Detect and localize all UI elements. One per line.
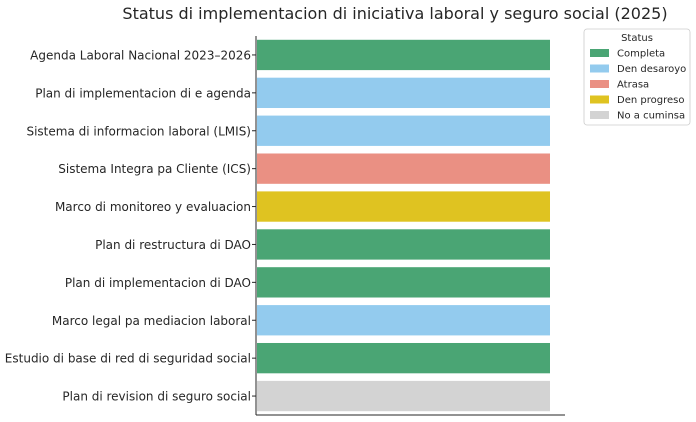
legend-label: Completa <box>617 49 665 60</box>
legend-frame <box>583 28 691 126</box>
legend-title: Status <box>621 33 653 44</box>
legend-swatch <box>590 80 609 88</box>
bar-2 <box>257 77 550 109</box>
bar-1 <box>257 39 550 71</box>
bar-5 <box>257 191 550 222</box>
y-tick-label: Plan di revision di seguro social <box>62 390 251 404</box>
legend-swatch <box>590 64 609 73</box>
y-tick-label: Estudio di base di red di seguridad soci… <box>5 352 251 366</box>
chart-title: Status di implementacion di iniciativa l… <box>122 4 667 23</box>
legend-label: Atrasa <box>617 80 649 91</box>
bars-group <box>257 39 550 412</box>
legend-label: Den progreso <box>617 95 684 106</box>
legend-swatch <box>590 95 609 104</box>
legend-label: Den desaroyo <box>617 64 686 75</box>
legend-swatch <box>590 111 609 119</box>
legend-items: Completa Den desaroyo Atrasa Den progreso No… <box>590 49 686 122</box>
y-tick-label: Marco di monitoreo y evaluacion <box>55 200 251 214</box>
bar-10 <box>257 380 550 412</box>
bar-3 <box>257 115 550 146</box>
bar-4 <box>257 153 550 184</box>
y-tick-label: Plan di restructura di DAO <box>95 238 251 252</box>
bar-8 <box>257 305 550 336</box>
y-tick-label: Marco legal pa mediacion laboral <box>52 314 251 328</box>
y-tick-label: Plan di implementacion di e agenda <box>35 86 251 100</box>
legend: Status Completa Den desaroyo Atrasa Den pro… <box>583 28 691 126</box>
y-tick-label: Sistema di informacion laboral (LMIS) <box>26 124 251 138</box>
y-tick-label: Agenda Laboral Nacional 2023–2026 <box>30 48 251 62</box>
legend-label: No a cuminsa <box>617 111 685 122</box>
y-tick-labels: Agenda Laboral Nacional 2023–2026 Plan di… <box>5 48 256 404</box>
bar-9 <box>257 342 550 374</box>
legend-swatch <box>590 49 609 57</box>
bar-7 <box>257 267 550 298</box>
y-tick-label: Plan di implementacion di DAO <box>65 276 251 290</box>
y-tick-label: Sistema Integra pa Cliente (ICS) <box>58 162 251 176</box>
bar-6 <box>257 229 550 260</box>
